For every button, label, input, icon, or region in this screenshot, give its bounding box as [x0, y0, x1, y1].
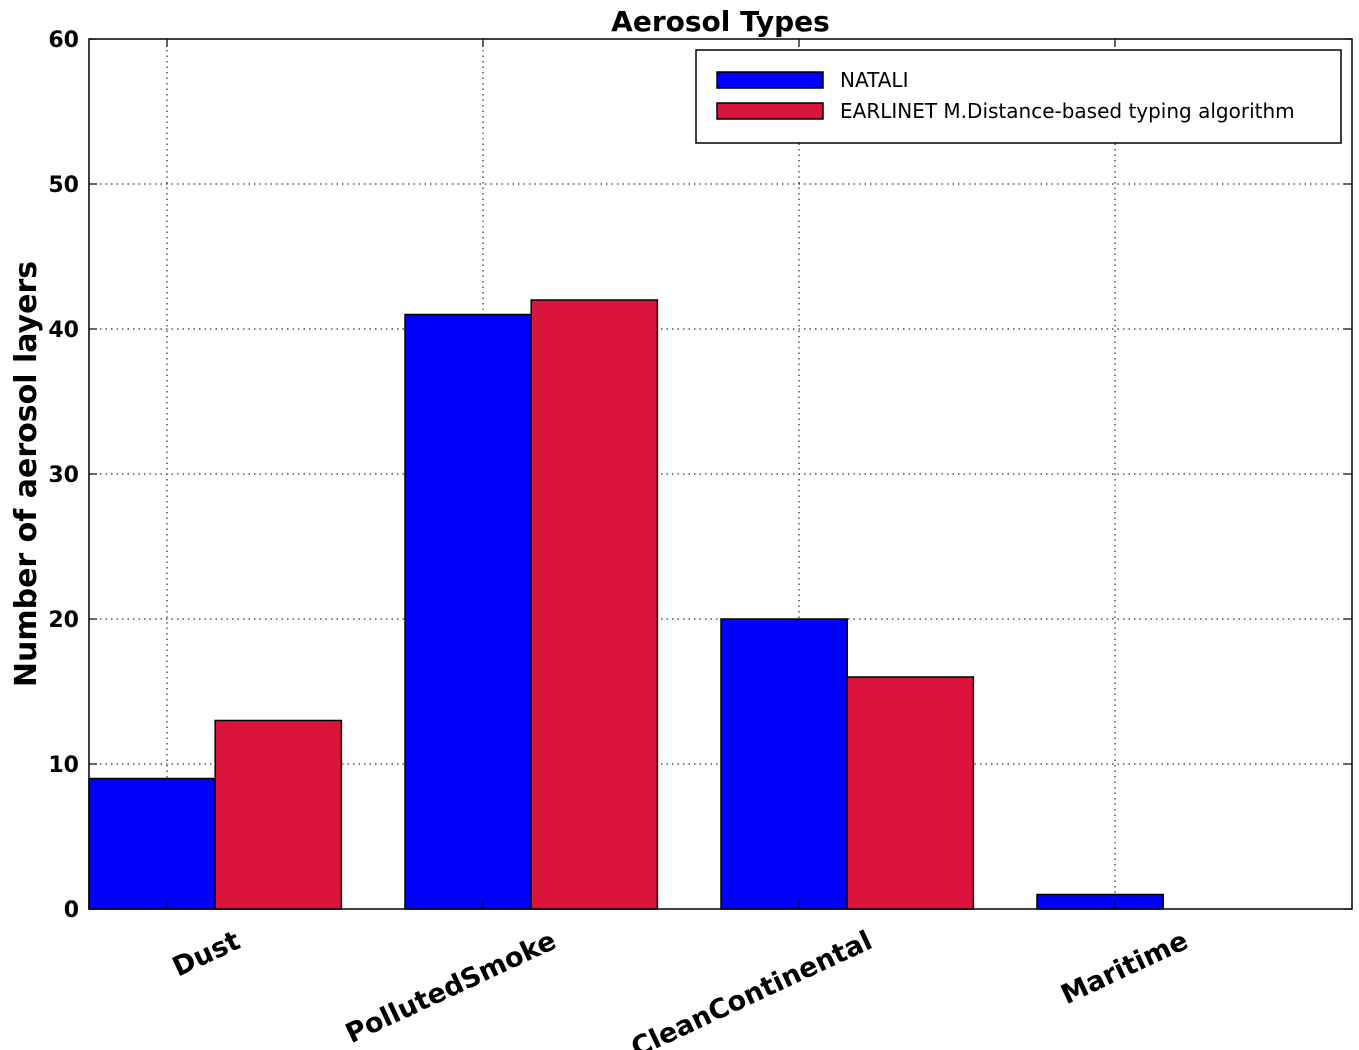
y-tick-label: 30 — [48, 463, 79, 488]
legend-swatch-earlinet-m-distance- — [716, 102, 824, 120]
bar-natali-dust — [88, 777, 216, 910]
bar-natali-maritime — [1036, 893, 1164, 910]
chart-title: Aerosol Types — [611, 5, 830, 38]
y-axis-label: Number of aerosol layers — [9, 261, 44, 687]
bar-natali-pollutedsmoke — [404, 313, 532, 910]
y-tick-label: 0 — [64, 898, 79, 923]
bar-earlinet-m-distance--cleancontinental — [846, 676, 975, 910]
bars — [88, 299, 1164, 910]
y-tick-label: 20 — [48, 608, 79, 633]
bar-earlinet-m-distance--dust — [214, 719, 343, 910]
legend-swatch-natali — [716, 71, 824, 89]
y-tick-label: 50 — [48, 173, 79, 198]
bar-earlinet-m-distance--pollutedsmoke — [530, 299, 659, 910]
y-tick-label: 40 — [48, 318, 79, 343]
legend-label-natali: NATALI — [840, 68, 908, 92]
y-tick-label: 10 — [48, 753, 79, 778]
legend-box — [695, 49, 1342, 144]
y-tick-label: 60 — [48, 28, 79, 53]
legend-label-earlinet-m-distance-: EARLINET M.Distance-based typing algorit… — [840, 99, 1295, 123]
legend: NATALI EARLINET M.Distance-based typing a… — [695, 49, 1342, 144]
bar-natali-cleancontinental — [720, 618, 848, 910]
